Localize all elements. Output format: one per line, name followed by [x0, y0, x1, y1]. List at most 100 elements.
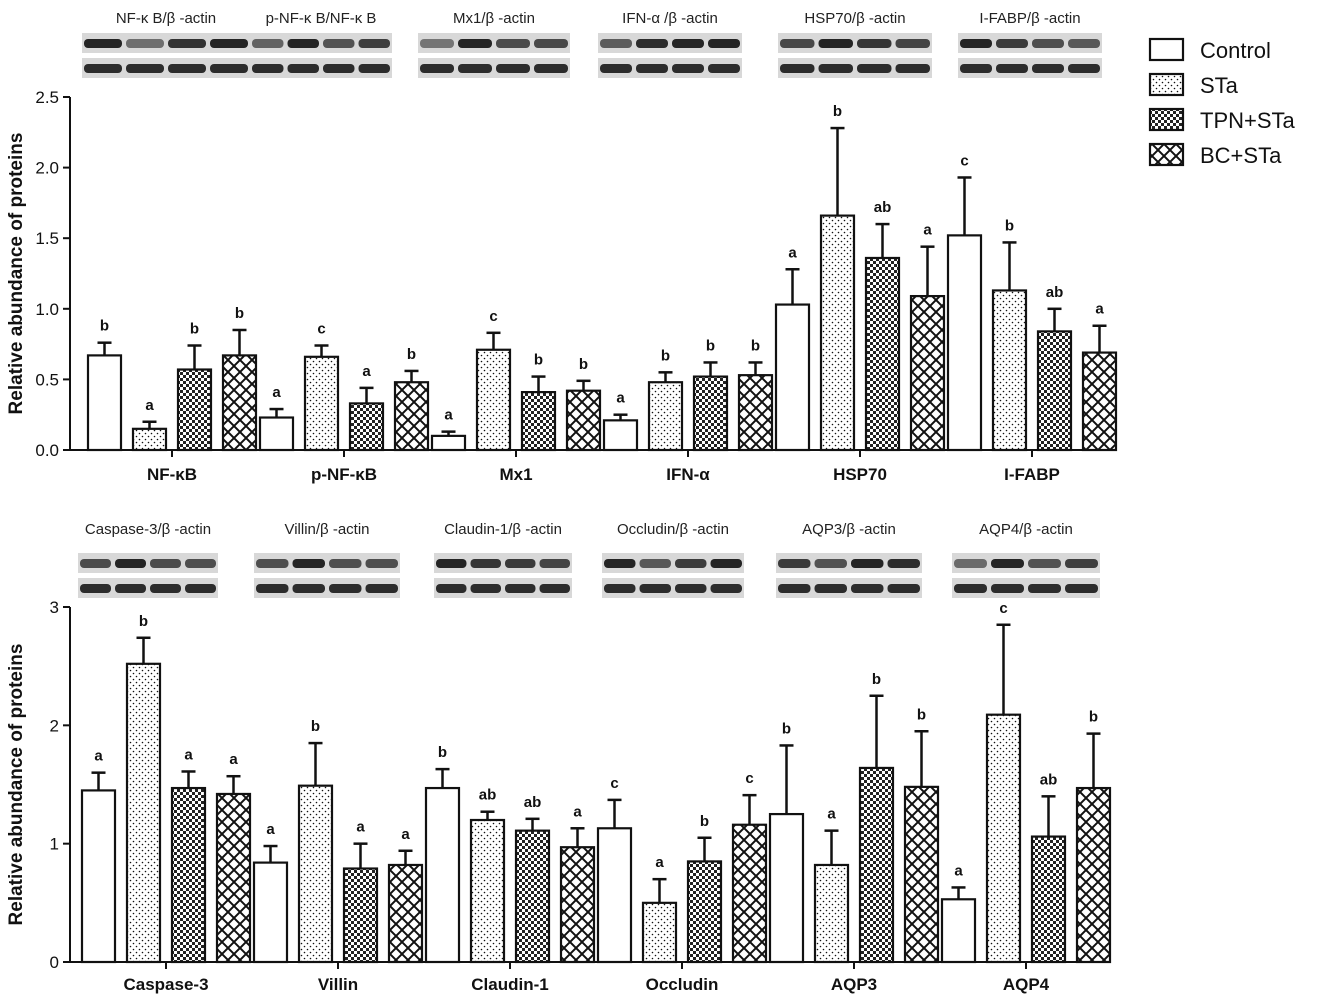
bar-bc-sta-aqp4 — [1075, 786, 1112, 964]
blot-band — [710, 584, 742, 593]
bar-tpn-sta-occludin — [686, 860, 723, 964]
blot-label: IFN-α /β -actin — [622, 10, 718, 27]
blot-band — [778, 559, 811, 568]
bar-bc-sta-villin — [387, 863, 424, 964]
blot-band — [185, 584, 216, 593]
bar-control-occludin — [596, 827, 633, 964]
significance-label: b — [751, 337, 760, 354]
significance-label: c — [999, 600, 1007, 617]
blot-band — [458, 64, 492, 73]
blot-band — [708, 39, 740, 48]
significance-label: ab — [1046, 284, 1064, 301]
category-label: AQP4 — [1003, 975, 1050, 994]
blot-strip — [418, 58, 570, 78]
group-villin: Villin a b a a — [252, 718, 424, 994]
significance-label: c — [960, 152, 968, 169]
y-tick-label: 1 — [50, 835, 59, 854]
blot-band — [857, 39, 892, 48]
category-label: Occludin — [646, 975, 719, 994]
blot-band — [287, 64, 319, 73]
blot-band — [954, 559, 987, 568]
blot-band — [600, 39, 632, 48]
blot-band — [814, 559, 847, 568]
blot-band — [329, 559, 362, 568]
bar-sta-i-fabp — [991, 289, 1028, 452]
blot-band — [996, 64, 1028, 73]
blot-band — [778, 584, 811, 593]
blot-band — [710, 559, 742, 568]
significance-label: c — [745, 770, 753, 787]
significance-label: b — [782, 720, 791, 737]
blot-label: Villin/β -actin — [284, 521, 369, 538]
y-tick-label: 0 — [50, 953, 59, 972]
blot-label: I-FABP/β -actin — [979, 10, 1080, 27]
significance-label: b — [833, 103, 842, 120]
blot-label: Caspase-3/β -actin — [85, 521, 211, 538]
blot-strip — [776, 578, 922, 598]
group-aqp3: AQP3 b a b b — [768, 671, 940, 994]
significance-label: b — [706, 337, 715, 354]
significance-label: a — [229, 751, 238, 768]
bar-control-ifn-a — [602, 419, 639, 452]
blot-band — [168, 39, 206, 48]
blot-band — [1065, 584, 1098, 593]
bar-sta-hsp70 — [819, 214, 856, 452]
significance-label: a — [954, 862, 963, 879]
significance-label: a — [788, 244, 797, 261]
blot-band — [84, 39, 122, 48]
category-label: AQP3 — [831, 975, 877, 994]
blot-band — [780, 39, 815, 48]
bar-sta-aqp3 — [813, 863, 850, 964]
significance-label: b — [235, 305, 244, 322]
bar-sta-occludin — [641, 901, 678, 964]
blot-band — [420, 64, 454, 73]
blot-band — [470, 584, 501, 593]
blot-band — [496, 64, 530, 73]
bar-bc-sta-claudin-1 — [559, 846, 596, 964]
blot-band — [496, 39, 530, 48]
blot-band — [287, 39, 319, 48]
blot-band — [991, 559, 1024, 568]
blot-band — [358, 64, 390, 73]
blot-band — [1032, 39, 1064, 48]
blot-band — [292, 584, 325, 593]
significance-label: a — [184, 746, 193, 763]
blot-strip — [598, 33, 742, 53]
bar-control-nf-kb — [86, 354, 123, 452]
significance-label: c — [610, 775, 618, 792]
significance-label: b — [700, 813, 709, 830]
western-blot-layer: NF-κ B/β -actin p-NF-κ B/NF-κ B Mx1/β -act… — [78, 10, 1102, 598]
blot-band — [636, 64, 668, 73]
blot-band — [780, 64, 815, 73]
blot-strip — [254, 553, 400, 573]
significance-label: a — [1095, 301, 1104, 318]
blot-strip — [254, 578, 400, 598]
blot-band — [420, 39, 454, 48]
blot-label: Occludin/β -actin — [617, 521, 729, 538]
blot-band — [80, 559, 111, 568]
bar-tpn-sta-mx1 — [520, 391, 557, 452]
blot-band — [1065, 559, 1098, 568]
blot-band — [1068, 39, 1100, 48]
significance-label: ab — [874, 199, 892, 216]
bar-sta-ifn-a — [647, 381, 684, 452]
blot-p-nf-k-b-nf-k-b: p-NF-κ B/NF-κ B — [250, 10, 392, 78]
significance-label: b — [139, 613, 148, 630]
bar-tpn-sta-i-fabp — [1036, 330, 1073, 452]
blot-strip — [250, 33, 392, 53]
significance-label: b — [438, 744, 447, 761]
blot-band — [857, 64, 892, 73]
bar-bc-sta-occludin — [731, 823, 768, 964]
blot-strip — [78, 553, 218, 573]
legend: Control STa TPN+STa BC+STa — [1148, 37, 1296, 168]
bar-bc-sta-hsp70 — [909, 294, 946, 452]
blot-band — [84, 64, 122, 73]
blot-band — [895, 64, 930, 73]
blot-aqp3-actin: AQP3/β -actin — [776, 521, 922, 598]
blot-band — [1068, 64, 1100, 73]
legend-label-bc-sta: BC+STa — [1200, 143, 1282, 168]
blot-band — [534, 39, 568, 48]
bar-sta-villin — [297, 784, 334, 964]
bar-sta-caspase-3 — [125, 662, 162, 964]
significance-label: a — [573, 803, 582, 820]
